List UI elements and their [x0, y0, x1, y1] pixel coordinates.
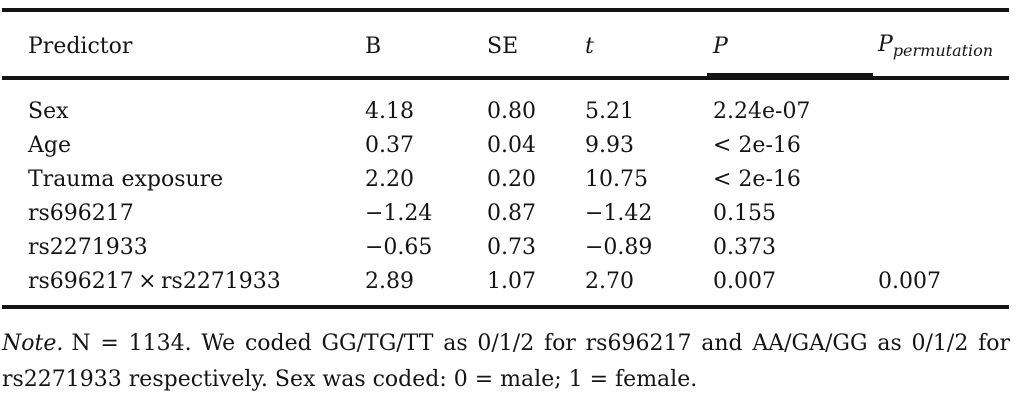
- cell-b: −1.24: [365, 200, 433, 226]
- cell-b: 2.20: [365, 166, 414, 192]
- header-b: B: [365, 33, 382, 59]
- table-row-sex: Sex 4.18 0.80 5.21 2.24e-07: [0, 80, 1010, 128]
- cell-p: 0.373: [713, 234, 776, 260]
- cell-t: 9.93: [585, 132, 634, 158]
- regression-table: Predictor B SE t P Ppermutation Sex 4.18…: [0, 12, 1010, 298]
- cell-p: < 2e-16: [713, 132, 801, 158]
- table-header-row: Predictor B SE t P Ppermutation: [0, 12, 1010, 80]
- cell-predictor: Sex: [28, 98, 69, 124]
- note-text: N = 1134. We coded GG/TG/TT as 0/1/2 for…: [2, 331, 1010, 392]
- header-se: SE: [487, 33, 519, 59]
- cell-t: −1.42: [585, 200, 653, 226]
- cell-p-permutation: [878, 128, 1010, 162]
- cell-predictor: rs696217 × rs2271933: [28, 268, 281, 294]
- cell-t: 10.75: [585, 166, 648, 192]
- cell-se: 0.04: [487, 132, 536, 158]
- header-p-permutation-base: P: [878, 32, 893, 57]
- cell-predictor: rs2271933: [28, 234, 148, 260]
- header-p-permutation: Ppermutation: [878, 12, 1010, 80]
- cell-se: 0.80: [487, 98, 536, 124]
- cell-b: 2.89: [365, 268, 414, 294]
- table-top-rule: [2, 8, 1009, 12]
- note-label: Note.: [2, 331, 64, 356]
- cell-b: 0.37: [365, 132, 414, 158]
- table-bottom-rule: [2, 305, 1009, 309]
- cell-t: −0.89: [585, 234, 653, 260]
- cell-p-permutation: [878, 80, 1010, 128]
- header-predictor: Predictor: [28, 33, 133, 59]
- table-row-interaction: rs696217 × rs2271933 2.89 1.07 2.70 0.00…: [0, 264, 1010, 298]
- cell-t: 5.21: [585, 98, 634, 124]
- cell-p: 2.24e-07: [713, 98, 811, 124]
- table-note: Note. N = 1134. We coded GG/TG/TT as 0/1/…: [2, 326, 1010, 398]
- table-row-trauma-exposure: Trauma exposure 2.20 0.20 10.75 < 2e-16: [0, 162, 1010, 196]
- cell-b: 4.18: [365, 98, 414, 124]
- cell-p: 0.007: [713, 268, 776, 294]
- table-row-age: Age 0.37 0.04 9.93 < 2e-16: [0, 128, 1010, 162]
- cell-p: 0.155: [713, 200, 776, 226]
- p-column-rule-segment: [707, 73, 873, 76]
- cell-se: 0.87: [487, 200, 536, 226]
- table-row-rs696217: rs696217 −1.24 0.87 −1.42 0.155: [0, 196, 1010, 230]
- cell-t: 2.70: [585, 268, 634, 294]
- table-row-rs2271933: rs2271933 −0.65 0.73 −0.89 0.373: [0, 230, 1010, 264]
- cell-p-permutation: [878, 162, 1010, 196]
- table-header-rule: [2, 76, 1009, 80]
- cell-p-permutation: [878, 196, 1010, 230]
- cell-predictor: Trauma exposure: [28, 166, 224, 192]
- cell-se: 1.07: [487, 268, 536, 294]
- cell-predictor: Age: [28, 132, 71, 158]
- header-p: P: [713, 33, 728, 59]
- cell-p: < 2e-16: [713, 166, 801, 192]
- cell-b: −0.65: [365, 234, 433, 260]
- cell-p-permutation: [878, 230, 1010, 264]
- header-p-permutation-subscript: permutation: [892, 41, 994, 60]
- cell-se: 0.20: [487, 166, 536, 192]
- cell-p-permutation: 0.007: [878, 268, 941, 294]
- cell-se: 0.73: [487, 234, 536, 260]
- header-t: t: [585, 33, 594, 59]
- cell-predictor: rs696217: [28, 200, 134, 226]
